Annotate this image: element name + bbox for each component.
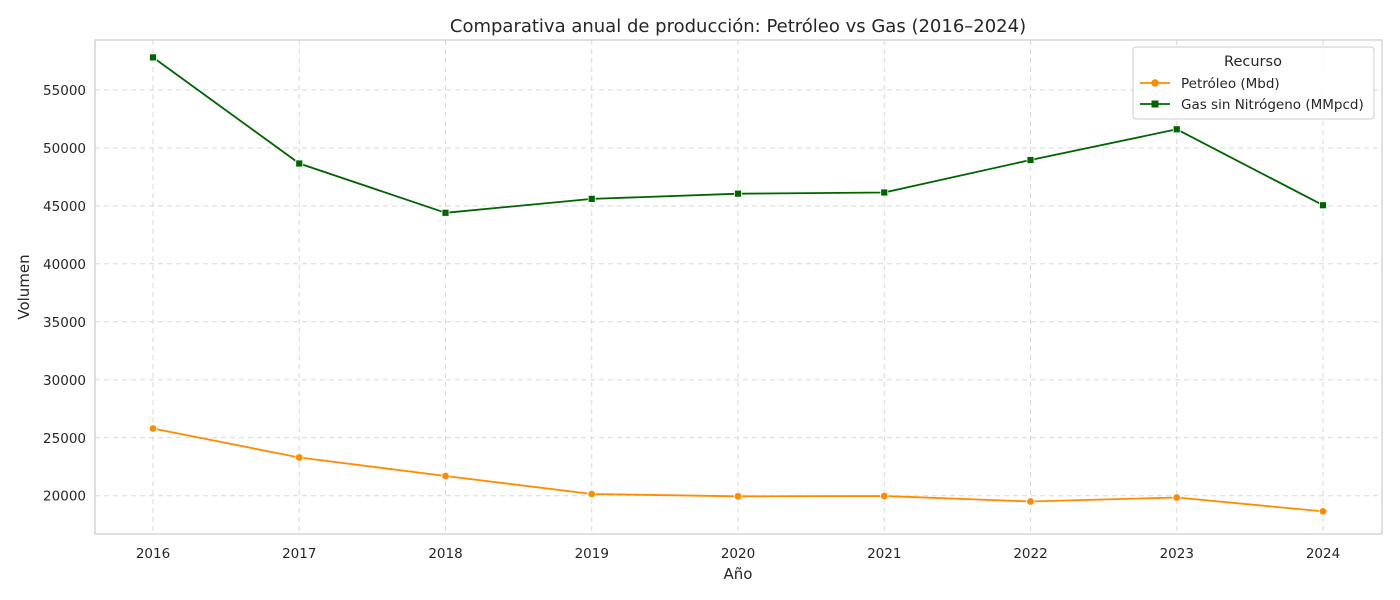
data-point <box>149 53 157 62</box>
y-tick-label: 50000 <box>43 141 86 157</box>
y-tick-label: 30000 <box>43 373 86 389</box>
data-point <box>441 208 450 217</box>
x-axis-ticks: 2016 2017 2018 2019 2020 2021 2022 2023 2024 <box>136 546 1340 562</box>
legend-marker <box>1151 100 1159 108</box>
x-tick-label: 2024 <box>1306 546 1340 562</box>
data-point <box>295 159 304 168</box>
data-point <box>1318 507 1328 516</box>
data-point <box>880 188 889 197</box>
x-tick-label: 2018 <box>428 546 462 562</box>
legend-entry: Gas sin Nitrógeno (MMpcd) <box>1140 97 1364 113</box>
y-tick-label: 35000 <box>43 315 86 331</box>
x-tick-label: 2023 <box>1160 546 1194 562</box>
data-point <box>441 471 450 481</box>
x-tick-label: 2022 <box>1013 546 1047 562</box>
data-point <box>733 492 743 501</box>
x-axis-label: Año <box>724 565 753 583</box>
data-point <box>148 424 158 433</box>
data-point <box>1172 125 1181 134</box>
data-point <box>295 453 304 462</box>
x-tick-label: 2021 <box>867 546 901 562</box>
legend-entry: Petróleo (Mbd) <box>1140 76 1280 92</box>
data-point <box>880 491 889 501</box>
y-tick-label: 45000 <box>43 199 86 215</box>
data-point <box>1026 497 1035 506</box>
legend-label: Petróleo (Mbd) <box>1181 76 1280 92</box>
legend-entries: Petróleo (Mbd) Gas sin Nitrógeno (MMpcd) <box>1140 76 1364 113</box>
x-tick-label: 2017 <box>282 546 316 562</box>
plot-area-frame <box>94 39 1383 535</box>
y-tick-label: 40000 <box>43 257 86 273</box>
series-1 <box>148 424 1328 516</box>
data-point <box>587 194 596 203</box>
y-tick-label: 20000 <box>43 489 86 505</box>
legend-title: Recurso <box>1224 54 1282 70</box>
x-tick-label: 2019 <box>575 546 609 562</box>
x-tick-label: 2020 <box>721 546 755 562</box>
chart-title: Comparativa anual de producción: Petróle… <box>450 16 1026 37</box>
data-point <box>734 189 742 198</box>
series-layer <box>148 53 1328 516</box>
y-axis-ticks: 20000 25000 30000 35000 40000 45000 50000 55000 <box>43 83 86 505</box>
y-tick-label: 55000 <box>43 83 86 99</box>
legend-label: Gas sin Nitrógeno (MMpcd) <box>1181 97 1364 113</box>
data-point <box>587 489 596 499</box>
legend-marker <box>1151 79 1159 87</box>
data-point <box>1172 493 1181 502</box>
legend: Recurso Petróleo (Mbd) Gas sin Nitrógeno … <box>1132 46 1375 120</box>
data-point <box>1319 201 1327 210</box>
legend-box <box>1132 46 1375 120</box>
x-tick-label: 2016 <box>136 546 170 562</box>
data-point <box>1026 156 1035 164</box>
series-2 <box>149 53 1327 217</box>
y-tick-label: 25000 <box>43 431 86 447</box>
y-axis-label: Volumen <box>15 254 33 319</box>
